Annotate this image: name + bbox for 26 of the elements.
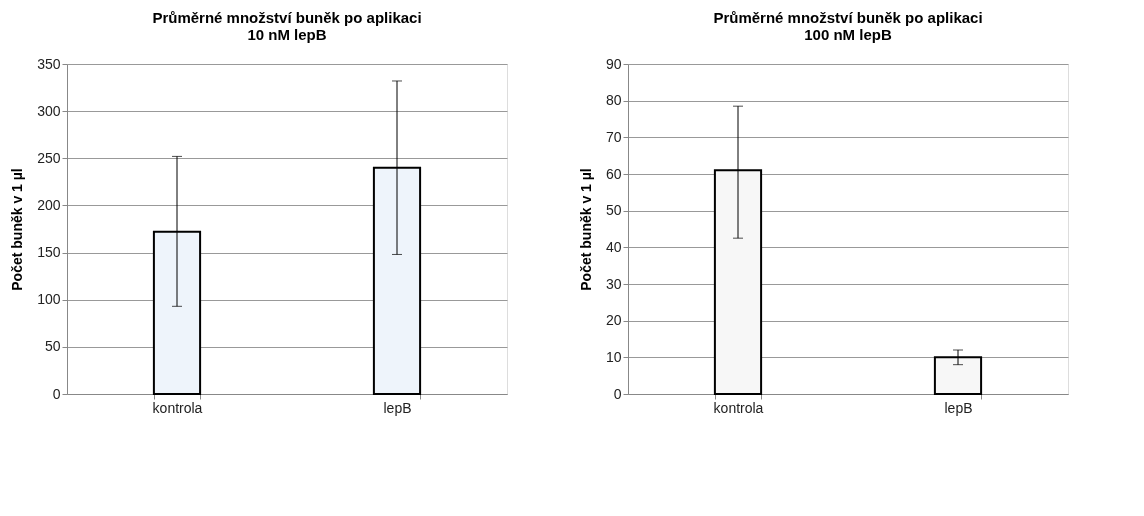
y-tick-label: 350 [37,55,61,72]
x-tick-label: lepB [944,399,973,416]
y-tick-label: 150 [37,244,61,261]
y-tick-label: 50 [44,338,61,355]
y-tick-label: 60 [605,165,622,182]
chart-title: Průměrné množství buněk po aplikaci 100 nM lepB [713,9,983,43]
x-tick-label: lepB [383,399,412,416]
y-tick-label: 80 [605,92,622,109]
y-tick-label: 200 [37,196,61,213]
x-tick-label: kontrola [152,399,203,416]
y-tick-label: 50 [605,202,622,219]
y-tick-label: 30 [605,275,622,292]
y-tick-label: 100 [37,291,61,308]
chart-title: Průměrné množství buněk po aplikaci 10 nM lepB [152,9,422,43]
y-tick-label: 0 [52,385,61,402]
y-tick-label: 70 [605,128,622,145]
x-tick-label: kontrola [713,399,764,416]
y-tick-label: 90 [605,55,622,72]
y-tick-label: 20 [605,312,622,329]
y-tick-label: 40 [605,238,622,255]
y-axis-title: Počet buněk v 1 µl [577,168,594,291]
y-tick-label: 0 [613,385,622,402]
y-tick-label: 10 [605,348,622,365]
y-tick-label: 250 [37,149,61,166]
y-tick-label: 300 [37,102,61,119]
y-axis-title: Počet buněk v 1 µl [9,168,26,291]
